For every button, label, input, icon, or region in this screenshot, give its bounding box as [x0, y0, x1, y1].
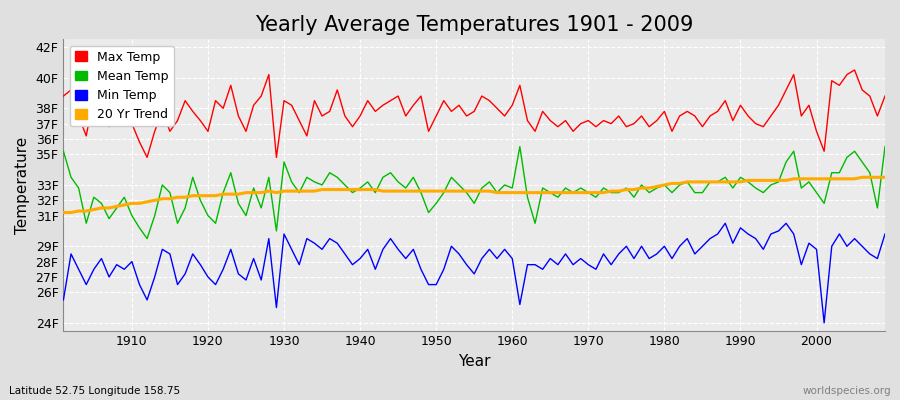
Title: Yearly Average Temperatures 1901 - 2009: Yearly Average Temperatures 1901 - 2009 — [255, 15, 693, 35]
X-axis label: Year: Year — [458, 354, 491, 369]
Text: worldspecies.org: worldspecies.org — [803, 386, 891, 396]
Text: Latitude 52.75 Longitude 158.75: Latitude 52.75 Longitude 158.75 — [9, 386, 180, 396]
Legend: Max Temp, Mean Temp, Min Temp, 20 Yr Trend: Max Temp, Mean Temp, Min Temp, 20 Yr Tre… — [69, 46, 174, 126]
Y-axis label: Temperature: Temperature — [15, 136, 30, 234]
